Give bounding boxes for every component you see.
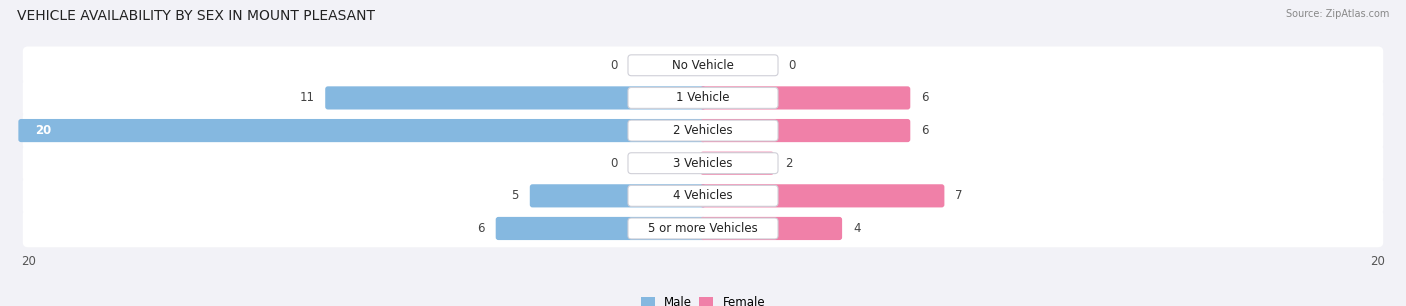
FancyBboxPatch shape — [700, 184, 945, 207]
FancyBboxPatch shape — [628, 120, 778, 141]
FancyBboxPatch shape — [628, 88, 778, 108]
Text: 2 Vehicles: 2 Vehicles — [673, 124, 733, 137]
Text: No Vehicle: No Vehicle — [672, 59, 734, 72]
FancyBboxPatch shape — [628, 185, 778, 206]
FancyBboxPatch shape — [628, 55, 778, 76]
FancyBboxPatch shape — [700, 151, 773, 175]
Text: 6: 6 — [921, 91, 929, 104]
Text: 20: 20 — [35, 124, 51, 137]
FancyBboxPatch shape — [628, 218, 778, 239]
FancyBboxPatch shape — [22, 79, 1384, 117]
Text: 5 or more Vehicles: 5 or more Vehicles — [648, 222, 758, 235]
Text: 1 Vehicle: 1 Vehicle — [676, 91, 730, 104]
FancyBboxPatch shape — [700, 217, 842, 240]
FancyBboxPatch shape — [325, 86, 706, 110]
Text: 0: 0 — [610, 59, 617, 72]
Text: 20: 20 — [21, 255, 37, 267]
Text: 6: 6 — [477, 222, 485, 235]
Text: 3 Vehicles: 3 Vehicles — [673, 157, 733, 170]
Text: 4: 4 — [853, 222, 860, 235]
FancyBboxPatch shape — [22, 47, 1384, 84]
FancyBboxPatch shape — [628, 153, 778, 174]
Text: 4 Vehicles: 4 Vehicles — [673, 189, 733, 202]
Text: VEHICLE AVAILABILITY BY SEX IN MOUNT PLEASANT: VEHICLE AVAILABILITY BY SEX IN MOUNT PLE… — [17, 9, 375, 23]
FancyBboxPatch shape — [22, 144, 1384, 182]
Text: Source: ZipAtlas.com: Source: ZipAtlas.com — [1285, 9, 1389, 19]
Text: 2: 2 — [785, 157, 793, 170]
FancyBboxPatch shape — [18, 119, 706, 142]
Text: 20: 20 — [1369, 255, 1385, 267]
FancyBboxPatch shape — [496, 217, 706, 240]
Legend: Male, Female: Male, Female — [636, 291, 770, 306]
Text: 11: 11 — [299, 91, 315, 104]
Text: 5: 5 — [512, 189, 519, 202]
Text: 7: 7 — [955, 189, 963, 202]
Text: 6: 6 — [921, 124, 929, 137]
FancyBboxPatch shape — [22, 210, 1384, 247]
Text: 0: 0 — [789, 59, 796, 72]
FancyBboxPatch shape — [700, 86, 910, 110]
FancyBboxPatch shape — [22, 112, 1384, 149]
FancyBboxPatch shape — [22, 177, 1384, 215]
FancyBboxPatch shape — [700, 119, 910, 142]
FancyBboxPatch shape — [530, 184, 706, 207]
Text: 0: 0 — [610, 157, 617, 170]
